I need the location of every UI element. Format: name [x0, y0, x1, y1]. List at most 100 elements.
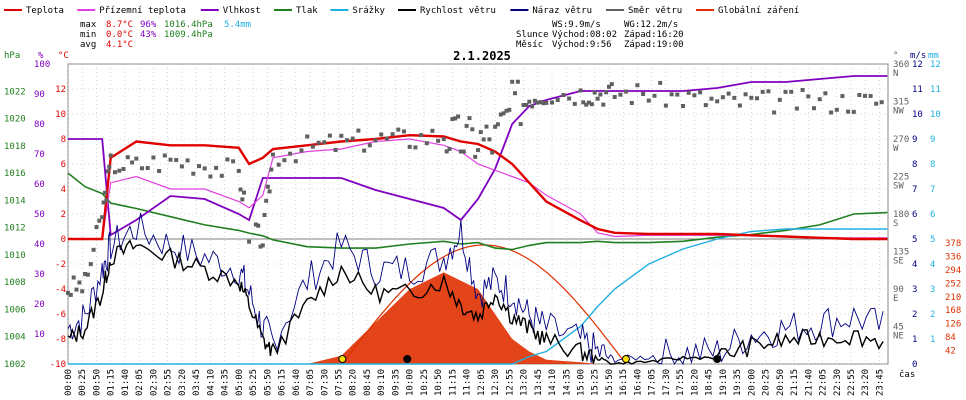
- x-tick-label: 22:55: [847, 369, 857, 396]
- chart-title: 2.1.2025: [453, 49, 511, 63]
- wind-direction-point: [524, 103, 529, 107]
- direction-tick: 135: [893, 248, 909, 258]
- pressure-tick: 1014: [4, 196, 26, 206]
- wind-tick: 8: [912, 160, 917, 170]
- stats-min-press: 1009.4hPa: [164, 30, 213, 40]
- wind-direction-point: [601, 102, 606, 107]
- rain-tick: 8: [930, 160, 935, 170]
- pressure-tick: 1016: [4, 169, 26, 179]
- wind-direction-point: [105, 169, 110, 174]
- wind-direction-point: [772, 110, 777, 115]
- wind-direction-point: [264, 198, 269, 203]
- legend-label-7: Směr větru: [628, 6, 682, 16]
- wind-direction-point: [635, 83, 640, 88]
- direction-label: N: [893, 69, 898, 79]
- wind-direction-point: [538, 100, 543, 105]
- x-tick-label: 20:25: [762, 369, 772, 396]
- solar-tick: 126: [945, 320, 961, 330]
- wind-direction-point: [592, 90, 597, 95]
- wind-direction-point: [219, 173, 224, 178]
- wind-direction-point: [561, 93, 566, 97]
- x-tick-label: 07:55: [334, 369, 344, 396]
- pressure-tick: 1004: [4, 333, 26, 343]
- wind-direction-point: [242, 190, 246, 195]
- moonset-marker: [713, 355, 722, 363]
- wind-direction-point: [709, 96, 714, 101]
- wind-direction-point: [726, 91, 731, 96]
- wind-direction-point: [430, 128, 435, 133]
- wind-direction-point: [829, 110, 834, 115]
- wind-direction-point: [447, 147, 452, 151]
- direction-tick: 90: [893, 285, 904, 295]
- wind-direction-point: [282, 158, 287, 163]
- pressure-tick: 1008: [4, 278, 26, 288]
- wind-direction-point: [555, 98, 560, 102]
- wind-direction-point: [806, 94, 811, 99]
- stats-avg-label: avg: [80, 40, 96, 50]
- pressure-tick: 1018: [4, 142, 26, 152]
- series-pressure: [67, 172, 888, 251]
- stats-max-hum: 96%: [140, 20, 157, 30]
- wind-tick: 1: [912, 335, 917, 345]
- rain-tick: 11: [930, 85, 941, 95]
- wind-direction-point: [840, 94, 845, 99]
- direction-tick: 360: [893, 60, 909, 70]
- wind-direction-point: [444, 149, 449, 154]
- wind-direction-point: [238, 187, 243, 192]
- wind-direction-point: [407, 144, 412, 149]
- wind-direction-point: [305, 134, 310, 139]
- direction-label: NE: [893, 332, 904, 342]
- wind-direction-point: [83, 272, 88, 276]
- wind-direction-point: [179, 164, 184, 169]
- wind-direction-point: [162, 153, 167, 158]
- x-tick-label: 00:25: [78, 369, 88, 396]
- temperature-tick: -8: [55, 335, 66, 345]
- wind-direction-point: [130, 160, 135, 165]
- pressure-tick: 1020: [4, 115, 26, 125]
- direction-tick: 225: [893, 173, 909, 183]
- x-tick-label: 22:05: [819, 369, 829, 396]
- wind-direction-point: [310, 144, 315, 149]
- x-tick-label: 04:35: [221, 369, 231, 396]
- pressure-tick: 1006: [4, 305, 26, 315]
- wind-tick: 4: [912, 260, 917, 270]
- wind-direction-point: [715, 99, 720, 104]
- wind-direction-point: [609, 82, 614, 87]
- temperature-tick: 8: [61, 135, 66, 145]
- wind-tick: 5: [912, 235, 917, 245]
- wind-direction-point: [663, 103, 668, 108]
- wind-direction-point: [521, 103, 526, 107]
- wind-direction-point: [104, 198, 109, 203]
- wind-direction-point: [151, 155, 156, 160]
- series-gust: [67, 212, 884, 366]
- wind-direction-point: [686, 90, 691, 95]
- wind-unit: m/s: [910, 51, 926, 61]
- x-tick-label: 14:35: [562, 369, 572, 396]
- wind-direction-point: [720, 95, 725, 100]
- wind-direction-point: [800, 88, 805, 92]
- x-tick-label: 07:05: [306, 369, 316, 396]
- wind-tick: 11: [912, 85, 923, 95]
- x-tick-label: 15:00: [577, 369, 587, 396]
- wind-direction-point: [458, 149, 463, 154]
- wind-direction-point: [240, 197, 245, 202]
- wind-tick: 3: [912, 285, 917, 295]
- solar-tick: 294: [945, 266, 961, 276]
- wind-direction-point: [755, 96, 759, 101]
- solar-tick: 84: [945, 333, 956, 343]
- wind-direction-point: [532, 98, 537, 103]
- rain-tick: 3: [930, 285, 935, 295]
- wind-direction-point: [191, 171, 196, 176]
- info-ws: WS:9.9m/s: [552, 20, 601, 30]
- temperature-tick: -2: [55, 260, 66, 270]
- wind-direction-point: [413, 145, 418, 150]
- wind-direction-point: [868, 94, 873, 98]
- wind-direction-point: [339, 133, 344, 138]
- x-tick-label: 17:55: [676, 369, 686, 396]
- series-rain: [68, 228, 888, 365]
- wind-direction-point: [68, 292, 73, 297]
- wind-direction-point: [85, 272, 90, 277]
- wind-direction-point: [322, 140, 327, 145]
- solar-tick: 168: [945, 306, 961, 316]
